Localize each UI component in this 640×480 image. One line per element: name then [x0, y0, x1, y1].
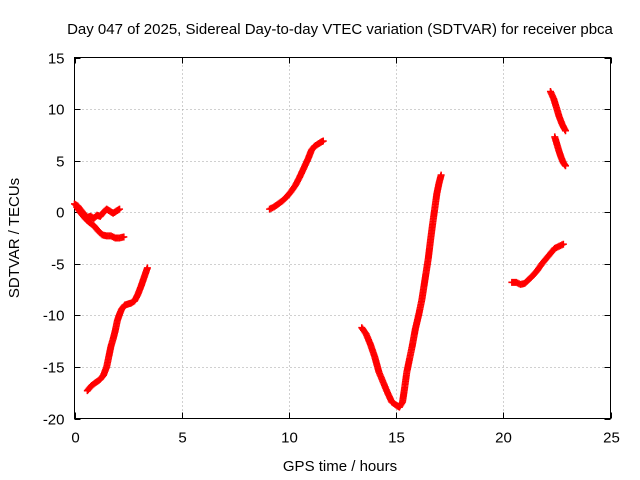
y-tick-label: 10 — [48, 102, 65, 119]
y-axis-label: SDTVAR / TECUs — [6, 178, 23, 298]
x-tick-label: 10 — [281, 430, 298, 447]
x-tick-label: 0 — [71, 430, 79, 447]
x-tick-label: 20 — [495, 430, 512, 447]
grid-layer — [74, 57, 611, 419]
x-tick-label: 5 — [178, 430, 186, 447]
x-axis-label: GPS time / hours — [283, 458, 397, 475]
data-segment — [266, 137, 327, 213]
data-point — [116, 205, 124, 213]
data-point — [319, 137, 327, 145]
data-segment — [83, 264, 151, 395]
data-point — [561, 127, 569, 135]
data-point — [120, 233, 128, 241]
data-segment — [551, 133, 569, 170]
data-point — [437, 171, 445, 179]
plot-frame — [74, 57, 611, 419]
data-segment — [508, 240, 567, 288]
data-layer — [71, 88, 569, 411]
y-tick-label: -5 — [51, 257, 64, 274]
y-tick-label: -10 — [43, 308, 65, 325]
y-tick-label: 15 — [48, 51, 65, 68]
data-segment — [358, 171, 445, 411]
y-tick-label: 5 — [56, 154, 64, 171]
y-tick-label: -15 — [43, 360, 65, 377]
x-tick-label: 15 — [388, 430, 405, 447]
y-tick-label: 0 — [56, 205, 64, 222]
chart-title: Day 047 of 2025, Sidereal Day-to-day VTE… — [67, 21, 613, 38]
data-point — [559, 240, 567, 248]
data-point — [561, 162, 569, 170]
data-segment — [546, 88, 569, 135]
data-point — [143, 264, 151, 272]
tick-layer: 0 5 10 15 20 25 -20 -15 -10 -5 0 5 10 15 — [43, 51, 620, 447]
y-tick-label: -20 — [43, 412, 65, 429]
data-segment — [73, 203, 128, 242]
x-tick-label: 25 — [603, 430, 620, 447]
